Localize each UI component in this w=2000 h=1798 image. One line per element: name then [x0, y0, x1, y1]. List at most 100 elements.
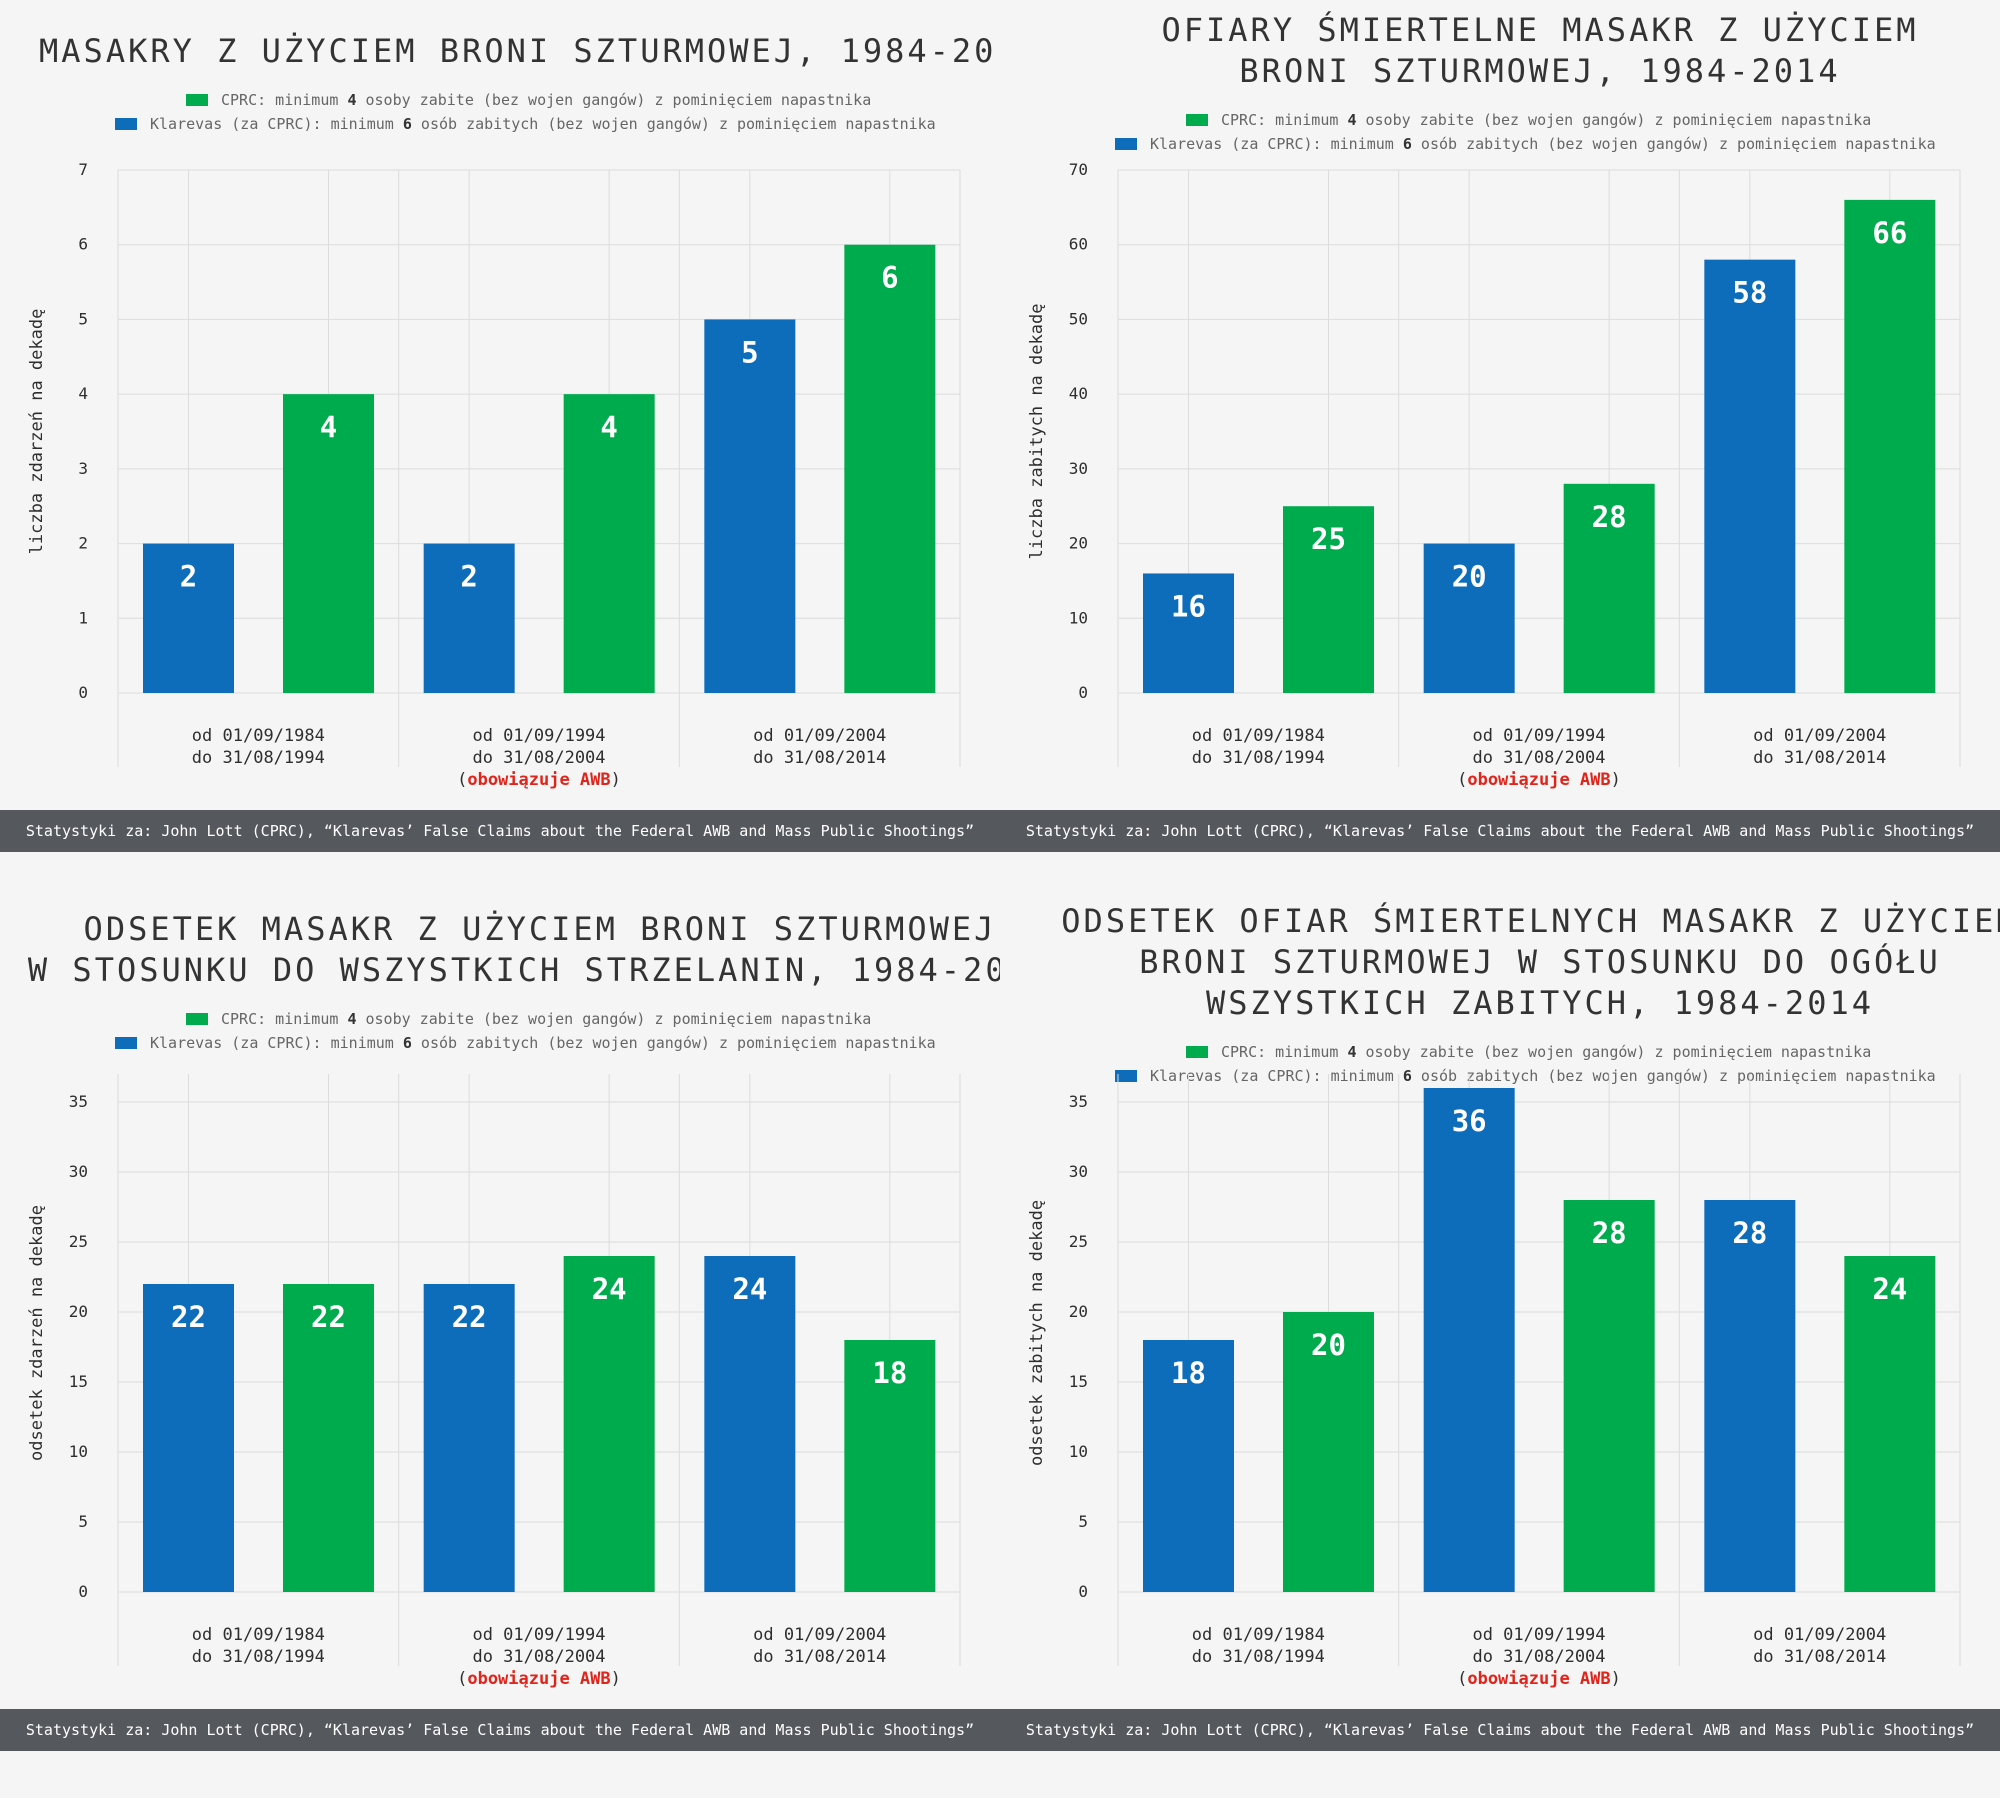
legend-number: 6	[403, 1034, 412, 1052]
y-axis-label: odsetek zabitych na dekadę	[1027, 1200, 1047, 1466]
legend-label-klarevas: Klarevas (za CPRC): minimum 6 osób zabit…	[1150, 1067, 1936, 1085]
legend-swatch-cprc	[1186, 114, 1208, 126]
bar-klarevas	[1423, 543, 1515, 693]
x-tick-label: do 31/08/1994	[1192, 748, 1325, 768]
bar-cprc	[563, 1256, 655, 1592]
chart-svg-1: MASAKRY Z UŻYCIEM BRONI SZTURMOWEJ, 1984…	[27, 32, 1000, 790]
awb-paren-open: (	[457, 770, 467, 790]
awb-mark: obowiązuje AWB	[467, 770, 610, 790]
bar-value-label: 25	[1311, 522, 1346, 556]
awb-mark: obowiązuje AWB	[1467, 770, 1610, 790]
chart-title: BRONI SZTURMOWEJ W STOSUNKU DO OGÓŁU	[1139, 942, 1941, 981]
chart-svg-3: ODSETEK MASAKR Z UŻYCIEM BRONI SZTURMOWE…	[27, 910, 1000, 1689]
legend-label-cprc: CPRC: minimum 4 osoby zabite (bez wojen …	[1221, 1043, 1871, 1061]
bar-value-label: 24	[1872, 1272, 1907, 1306]
source-footer: Statystyki za: John Lott (CPRC), “Klarev…	[0, 810, 1000, 852]
bar-value-label: 28	[1592, 500, 1627, 534]
bar-cprc	[563, 394, 655, 693]
x-tick-label: od 01/09/2004	[753, 726, 886, 746]
y-tick-label: 30	[1069, 459, 1088, 478]
legend-text-end: osób zabitych (bez wojen gangów) z pomin…	[412, 1034, 936, 1052]
chart-title: W STOSUNKU DO WSZYSTKICH STRZELANIN, 198…	[28, 951, 1000, 989]
bar-value-label: 22	[311, 1300, 346, 1334]
awb-note: (obowiązuje AWB)	[457, 1669, 621, 1689]
awb-paren-open: (	[1457, 770, 1467, 790]
bar-value-label: 58	[1732, 276, 1767, 310]
bar-value-label: 16	[1171, 589, 1206, 623]
source-footer: Statystyki za: John Lott (CPRC), “Klarev…	[1000, 810, 2000, 852]
bar-klarevas	[704, 1256, 796, 1592]
bar-klarevas	[143, 1284, 234, 1592]
x-tick-label: od 01/09/1984	[1192, 726, 1325, 746]
y-tick-label: 4	[78, 384, 88, 403]
x-tick-label: od 01/09/1984	[192, 1625, 325, 1645]
awb-mark: obowiązuje AWB	[467, 1669, 610, 1689]
y-axis-label: liczba zabitych na dekadę	[1027, 304, 1047, 560]
bar-value-label: 2	[180, 560, 197, 594]
bar-value-label: 2	[460, 560, 477, 594]
bar-cprc	[283, 1284, 374, 1592]
y-tick-label: 5	[78, 1512, 88, 1531]
legend-label-klarevas: Klarevas (za CPRC): minimum 6 osób zabit…	[150, 115, 936, 133]
legend-number: 6	[1403, 135, 1412, 153]
chart-title: ODSETEK MASAKR Z UŻYCIEM BRONI SZTURMOWE…	[84, 910, 997, 948]
chart-svg-2: OFIARY ŚMIERTELNE MASAKR Z UŻYCIEMBRONI …	[1027, 10, 1961, 790]
bar-value-label: 4	[600, 410, 617, 444]
x-tick-label: od 01/09/1994	[472, 726, 605, 746]
y-tick-label: 25	[1069, 1232, 1088, 1251]
x-tick-label: do 31/08/1994	[192, 748, 325, 768]
bar-klarevas	[1143, 573, 1234, 693]
y-tick-label: 35	[69, 1092, 88, 1111]
awb-paren-open: (	[1457, 1669, 1467, 1689]
legend-number: 6	[1403, 1067, 1412, 1085]
y-axis-label: odsetek zdarzeń na dekadę	[27, 1205, 47, 1461]
bar-klarevas	[1704, 259, 1796, 693]
y-tick-label: 5	[78, 309, 88, 328]
y-tick-label: 10	[69, 1442, 88, 1461]
legend-text-end: osoby zabite (bez wojen gangów) z pomini…	[1356, 111, 1871, 129]
legend-label-cprc: CPRC: minimum 4 osoby zabite (bez wojen …	[1221, 111, 1871, 129]
bar-value-label: 22	[452, 1300, 487, 1334]
chart-title: MASAKRY Z UŻYCIEM BRONI SZTURMOWEJ, 1984…	[39, 32, 1000, 70]
source-footer: Statystyki za: John Lott (CPRC), “Klarev…	[0, 1709, 1000, 1751]
x-tick-label: do 31/08/2004	[472, 1647, 605, 1667]
bar-cprc	[1283, 506, 1374, 693]
bar-value-label: 28	[1592, 1216, 1627, 1250]
bar-klarevas	[423, 543, 515, 693]
awb-paren-close: )	[1611, 1669, 1621, 1689]
y-tick-label: 15	[1069, 1372, 1088, 1391]
x-tick-label: od 01/09/1984	[1192, 1625, 1325, 1645]
legend-text-end: osób zabitych (bez wojen gangów) z pomin…	[412, 115, 936, 133]
y-tick-label: 30	[69, 1162, 88, 1181]
bar-klarevas	[1143, 1340, 1234, 1592]
source-footer: Statystyki za: John Lott (CPRC), “Klarev…	[1000, 1709, 2000, 1751]
legend-swatch-klarevas	[115, 1037, 137, 1049]
legend-text-start: Klarevas (za CPRC): minimum	[150, 1034, 403, 1052]
bar-value-label: 18	[872, 1356, 907, 1390]
x-tick-label: do 31/08/2014	[1753, 1647, 1886, 1667]
legend-text-start: Klarevas (za CPRC): minimum	[150, 115, 403, 133]
y-tick-label: 30	[1069, 1162, 1088, 1181]
legend-text-end: osób zabitych (bez wojen gangów) z pomin…	[1412, 135, 1936, 153]
bar-value-label: 36	[1452, 1104, 1487, 1138]
awb-note: (obowiązuje AWB)	[1457, 770, 1621, 790]
x-tick-label: do 31/08/2014	[753, 748, 886, 768]
y-tick-label: 10	[1069, 608, 1088, 627]
chart-title: WSZYSTKICH ZABITYCH, 1984-2014	[1206, 984, 1874, 1022]
bar-cprc	[844, 244, 936, 693]
legend-swatch-cprc	[186, 1013, 208, 1025]
x-tick-label: od 01/09/1994	[472, 1625, 605, 1645]
x-tick-label: od 01/09/1994	[1472, 1625, 1605, 1645]
legend-text-end: osoby zabite (bez wojen gangów) z pomini…	[1356, 1043, 1871, 1061]
x-tick-label: od 01/09/2004	[1753, 1625, 1886, 1645]
y-tick-label: 60	[1069, 235, 1088, 254]
bar-cprc	[1844, 1256, 1936, 1592]
legend-number: 6	[403, 115, 412, 133]
legend-number: 4	[1347, 111, 1356, 129]
x-tick-label: do 31/08/2014	[1753, 748, 1886, 768]
x-tick-label: od 01/09/1984	[192, 726, 325, 746]
awb-mark: obowiązuje AWB	[1467, 1669, 1610, 1689]
legend-text-end: osoby zabite (bez wojen gangów) z pomini…	[356, 91, 871, 109]
bar-value-label: 24	[732, 1272, 767, 1306]
